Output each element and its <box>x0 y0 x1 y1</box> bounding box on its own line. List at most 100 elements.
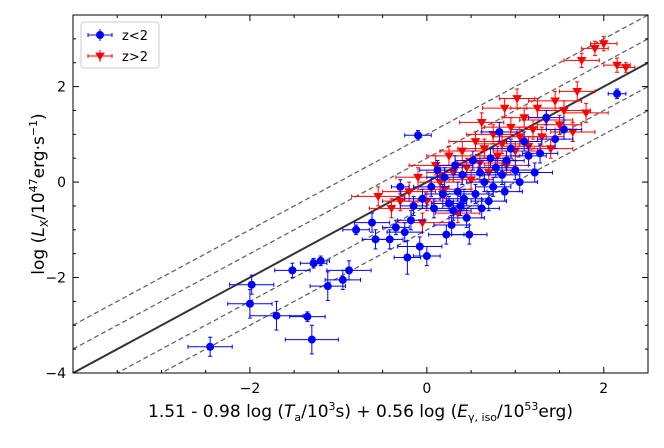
data-marker <box>460 194 468 203</box>
data-point <box>397 236 443 257</box>
data-marker <box>414 131 422 140</box>
y-tick-label: 2 <box>57 80 66 96</box>
data-marker <box>542 113 551 122</box>
data-marker <box>352 225 361 234</box>
data-point <box>390 179 410 195</box>
data-points-layer <box>187 35 636 357</box>
data-point <box>419 160 456 181</box>
data-point <box>516 162 553 183</box>
data-marker <box>519 114 529 123</box>
data-marker <box>303 312 312 321</box>
data-point <box>229 274 275 295</box>
data-marker <box>528 126 538 135</box>
data-point <box>353 212 391 233</box>
data-marker <box>500 187 509 196</box>
data-marker <box>545 145 556 154</box>
data-point <box>461 162 499 183</box>
data-marker <box>451 161 460 170</box>
data-point <box>324 269 361 290</box>
data-marker <box>404 188 414 197</box>
data-point <box>563 102 609 123</box>
data-point <box>536 129 574 150</box>
data-marker <box>479 145 490 154</box>
data-marker <box>502 156 511 165</box>
data-marker <box>572 88 583 97</box>
legend-entry: z>2 <box>87 50 148 65</box>
data-point <box>559 81 596 102</box>
axes-layer: −2 0 2 −4 −2 0 2 1.51 - 0.98 log (Ta/103s) + 0.… <box>27 14 649 424</box>
data-marker <box>449 206 458 215</box>
data-marker <box>400 228 409 237</box>
data-point <box>386 222 423 243</box>
data-point <box>488 150 525 171</box>
data-marker <box>598 40 609 49</box>
data-marker <box>475 168 484 177</box>
y-tick-label: −4 <box>45 366 66 382</box>
data-point <box>404 130 432 141</box>
data-point <box>470 191 507 212</box>
data-marker <box>515 178 524 187</box>
x-axis-label: 1.51 - 0.98 log (Ta/103s) + 0.56 log (Eγ… <box>148 400 573 424</box>
data-marker <box>613 89 622 98</box>
data-marker <box>430 162 441 171</box>
x-tick-label: 0 <box>422 381 431 397</box>
data-point <box>311 255 331 267</box>
legend-marker <box>95 52 105 61</box>
legend-marker <box>96 31 104 39</box>
data-point <box>459 112 505 133</box>
data-point <box>545 119 583 140</box>
data-marker <box>554 121 565 130</box>
data-point <box>521 143 559 164</box>
plot-frame <box>72 14 649 374</box>
data-marker <box>415 242 424 251</box>
data-marker <box>245 299 254 308</box>
data-marker <box>272 311 281 320</box>
data-point <box>309 271 346 301</box>
series-z-gt-2 <box>351 35 636 233</box>
data-marker <box>489 182 498 191</box>
data-marker <box>462 213 471 222</box>
data-point <box>289 311 326 322</box>
data-marker <box>621 64 631 73</box>
data-marker <box>576 56 587 66</box>
data-marker <box>442 230 451 239</box>
data-marker <box>345 266 353 275</box>
data-point <box>463 198 500 219</box>
data-marker <box>530 168 539 177</box>
dashed-reference-line-4 <box>160 109 648 373</box>
legend-entry: z<2 <box>87 29 148 44</box>
data-marker <box>550 97 560 106</box>
data-marker <box>368 218 376 227</box>
data-marker <box>536 149 545 158</box>
dashed-reference-line-3 <box>115 86 648 373</box>
data-marker <box>439 185 450 195</box>
data-marker <box>247 280 256 289</box>
data-point <box>284 324 339 355</box>
y-axis-label: log (LX/1047erg·s−1) <box>27 113 51 274</box>
data-point <box>413 246 441 267</box>
data-marker <box>568 128 578 137</box>
data-marker <box>403 253 412 262</box>
y-tick-label: −2 <box>45 271 66 287</box>
data-marker <box>206 342 215 351</box>
data-marker <box>495 127 504 136</box>
data-point <box>528 109 565 126</box>
data-point <box>481 121 518 142</box>
data-marker <box>590 45 600 54</box>
data-marker <box>307 335 316 344</box>
legend-label: z>2 <box>122 50 148 65</box>
data-point <box>249 300 304 331</box>
data-marker <box>581 109 591 118</box>
data-marker <box>433 166 442 175</box>
data-marker <box>480 178 489 187</box>
data-point <box>590 35 618 52</box>
data-marker <box>477 204 486 213</box>
data-marker <box>512 95 522 104</box>
data-marker <box>444 152 454 161</box>
series-z-lt-2 <box>187 88 627 357</box>
data-point <box>375 229 404 250</box>
y-tick-label: 0 <box>57 175 66 191</box>
data-marker <box>422 252 431 261</box>
data-marker <box>466 176 476 185</box>
